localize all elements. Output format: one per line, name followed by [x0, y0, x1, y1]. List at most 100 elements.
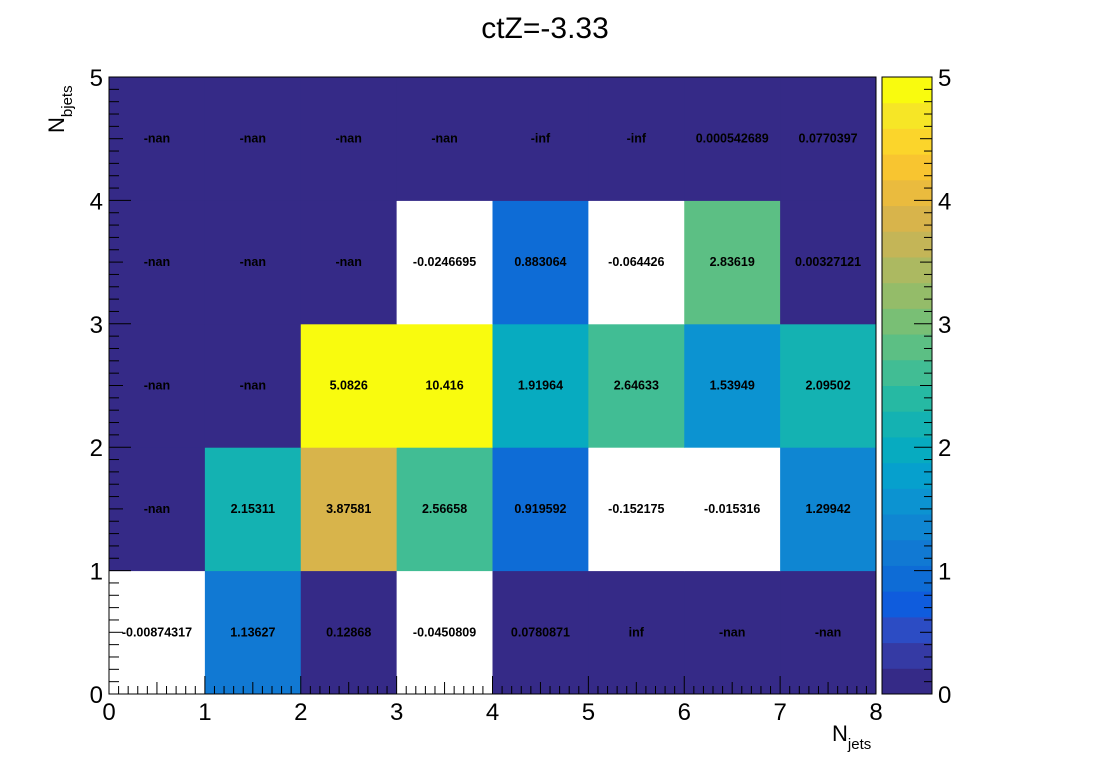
y-tick-label: 2 — [90, 435, 103, 462]
color-scale-tick-label: 2 — [938, 435, 951, 462]
heatmap-cell — [492, 570, 589, 695]
color-scale-step — [882, 282, 932, 309]
heatmap-cell — [204, 200, 302, 325]
cell-value-label: 3.87581 — [326, 502, 371, 516]
color-scale-bar: 0 1 2 3 4 5 — [881, 65, 951, 709]
heatmap-cell — [300, 323, 398, 448]
cell-value-label: -nan — [144, 379, 170, 393]
color-scale-tick-label: 3 — [938, 312, 951, 339]
color-scale-step — [882, 205, 932, 232]
chart-title: ctZ=-3.33 — [481, 12, 609, 45]
heatmap-cell — [684, 447, 781, 572]
y-axis-title-main: N — [44, 117, 69, 133]
color-scale-step — [882, 668, 932, 695]
color-scale-step — [882, 514, 932, 541]
color-scale-tick-label: 0 — [938, 682, 951, 709]
cell-value-label: -0.00874317 — [122, 625, 192, 639]
color-scale-step — [882, 308, 932, 335]
heatmap-cell — [204, 447, 302, 572]
color-scale-tick-label: 5 — [938, 65, 951, 92]
x-tick-label: 5 — [582, 699, 595, 726]
heatmap-cell — [492, 77, 589, 201]
cell-value-label: -nan — [335, 255, 361, 269]
heatmap-cell — [109, 200, 206, 325]
color-scale-step — [882, 231, 932, 258]
heatmap-cell — [109, 323, 206, 448]
cell-value-label: 1.29942 — [805, 502, 850, 516]
color-scale-step — [882, 591, 932, 618]
x-tick-label: 1 — [198, 699, 211, 726]
cell-value-label: inf — [629, 625, 645, 639]
heatmap-cell — [588, 77, 685, 201]
cell-value-label: -0.0450809 — [413, 625, 476, 639]
x-tick-label: 3 — [390, 699, 403, 726]
cell-value-label: 2.15311 — [231, 502, 276, 516]
heatmap-cell — [204, 570, 302, 695]
color-scale-step — [882, 359, 932, 386]
heatmap-cell — [396, 570, 493, 695]
cell-value-label: 2.56658 — [422, 502, 467, 516]
cell-value-label: -nan — [240, 379, 266, 393]
color-scale-step — [882, 411, 932, 438]
heatmap-cell — [300, 570, 398, 695]
cell-value-label: -nan — [144, 132, 170, 146]
color-scale-step — [882, 256, 932, 284]
x-axis-title-sub: jets — [847, 736, 871, 753]
cell-value-label: 1.53949 — [710, 379, 755, 393]
cell-value-labels: -0.00874317 1.13627 0.12868 -0.0450809 0.078… — [122, 132, 861, 640]
color-scale-step — [882, 488, 932, 515]
x-axis-title-main: N — [832, 721, 848, 746]
heatmap-cell — [396, 323, 493, 448]
heatmap-cell — [588, 570, 685, 695]
heatmap-cell — [780, 447, 877, 572]
heatmap-cell — [780, 323, 877, 448]
heatmap-cell — [109, 77, 206, 201]
cell-value-label: -0.152175 — [608, 502, 664, 516]
heatmap-cell — [588, 447, 685, 572]
cell-value-label: -nan — [240, 255, 266, 269]
heatmap-cell — [109, 447, 206, 572]
x-tick-label: 4 — [486, 699, 499, 726]
color-scale-step — [882, 102, 932, 129]
heatmap-cells — [109, 77, 877, 695]
heatmap-cell — [109, 570, 206, 695]
color-scale-step — [882, 565, 932, 592]
x-tick-label: 8 — [869, 699, 882, 726]
cell-value-label: 2.64633 — [614, 379, 659, 393]
color-scale-step — [882, 179, 932, 207]
cell-value-label: -inf — [627, 132, 647, 146]
x-axis-title: Njets — [832, 721, 871, 753]
y-tick-label: 5 — [90, 65, 103, 92]
cell-value-label: 2.09502 — [805, 379, 850, 393]
color-scale-step — [882, 154, 932, 181]
y-tick-label: 1 — [90, 559, 103, 586]
heatmap-cell — [492, 447, 589, 572]
cell-value-label: 1.13627 — [230, 625, 275, 639]
heatmap-cell — [300, 447, 398, 572]
cell-value-label: 10.416 — [425, 379, 463, 393]
heatmap-cell — [684, 77, 781, 201]
cell-value-label: -nan — [240, 132, 266, 146]
heatmap-cell — [684, 323, 781, 448]
color-scale-tick-label: 1 — [938, 559, 951, 586]
x-tick-label: 2 — [294, 699, 307, 726]
cell-value-label: 2.83619 — [710, 255, 755, 269]
y-tick-label: 0 — [90, 682, 103, 709]
y-axis-title-sub: bjets — [59, 85, 76, 117]
color-scale-step — [882, 77, 932, 104]
heatmap-cell — [780, 77, 877, 201]
heatmap-cell — [780, 200, 877, 325]
heatmap-cell — [300, 77, 398, 201]
cell-value-label: 0.0780871 — [511, 625, 570, 639]
color-scale-step — [882, 539, 932, 566]
cell-value-label: 0.00327121 — [795, 255, 861, 269]
cell-value-label: -inf — [531, 132, 551, 146]
color-scale-step — [882, 334, 932, 361]
cell-value-label: -nan — [719, 625, 745, 639]
color-scale-step — [882, 642, 932, 669]
color-scale-step — [882, 385, 932, 412]
heatmap-cell — [492, 323, 589, 448]
x-tick-label: 7 — [773, 699, 786, 726]
cell-value-label: 0.000542689 — [696, 132, 769, 146]
